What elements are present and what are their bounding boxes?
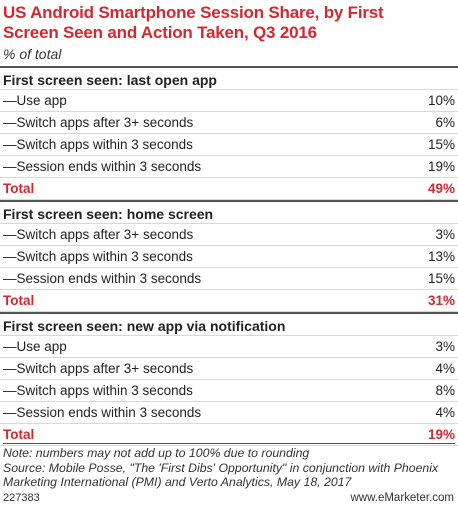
data-table: First screen seen: last open app —Use app… <box>0 66 458 446</box>
total-row: Total 19% <box>0 424 458 446</box>
table-row: —Switch apps after 3+ seconds 4% <box>0 358 458 380</box>
row-label: —Session ends within 3 seconds <box>3 159 202 174</box>
row-value: 6% <box>435 115 455 130</box>
row-value: 8% <box>435 383 455 398</box>
row-value: 19% <box>427 159 455 174</box>
table-row: —Use app 3% <box>0 336 458 358</box>
row-label: —Switch apps within 3 seconds <box>3 383 193 398</box>
row-value: 15% <box>427 271 455 286</box>
row-value: 3% <box>435 339 455 354</box>
table-row: —Switch apps within 3 seconds 8% <box>0 380 458 402</box>
section-header-label: First screen seen: new app via notificat… <box>3 318 286 334</box>
row-label: —Switch apps within 3 seconds <box>3 137 193 152</box>
section-header: First screen seen: new app via notificat… <box>0 312 458 336</box>
row-value: 3% <box>435 227 455 242</box>
row-label: —Switch apps after 3+ seconds <box>3 227 194 242</box>
chart-subtitle: % of total <box>3 46 62 62</box>
row-label: —Session ends within 3 seconds <box>3 271 202 286</box>
total-value: 19% <box>427 427 455 442</box>
row-value: 10% <box>427 93 455 108</box>
total-label: Total <box>3 181 35 196</box>
chart-bottom-bar: 227383 www.eMarketer.com <box>0 489 458 507</box>
total-label: Total <box>3 293 35 308</box>
chart-title: US Android Smartphone Session Share, by … <box>3 3 384 42</box>
table-row: —Session ends within 3 seconds 4% <box>0 402 458 424</box>
row-label: —Switch apps within 3 seconds <box>3 249 193 264</box>
table-row: —Session ends within 3 seconds 15% <box>0 268 458 290</box>
table-row: —Switch apps within 3 seconds 13% <box>0 246 458 268</box>
row-value: 15% <box>427 137 455 152</box>
section-header-label: First screen seen: home screen <box>3 206 214 222</box>
total-value: 31% <box>427 293 455 308</box>
row-label: —Switch apps after 3+ seconds <box>3 115 194 130</box>
table-row: —Switch apps within 3 seconds 15% <box>0 134 458 156</box>
section-header-label: First screen seen: last open app <box>3 72 217 88</box>
row-label: —Session ends within 3 seconds <box>3 405 202 420</box>
row-value: 13% <box>427 249 455 264</box>
table-row: —Switch apps after 3+ seconds 3% <box>0 224 458 246</box>
chart-source: Source: Mobile Posse, "The 'First Dibs' … <box>3 460 439 490</box>
chart-note: Note: numbers may not add up to 100% due… <box>3 446 310 460</box>
brand-link[interactable]: www.eMarketer.com <box>350 492 454 504</box>
total-label: Total <box>3 427 35 442</box>
row-label: —Use app <box>3 339 67 354</box>
chart-footer: Note: numbers may not add up to 100% due… <box>3 443 455 490</box>
table-row: —Switch apps after 3+ seconds 6% <box>0 112 458 134</box>
total-value: 49% <box>427 181 455 196</box>
chart-id: 227383 <box>3 492 40 504</box>
total-row: Total 49% <box>0 178 458 200</box>
row-label: —Use app <box>3 93 67 108</box>
row-label: —Switch apps after 3+ seconds <box>3 361 194 376</box>
total-row: Total 31% <box>0 290 458 312</box>
section-header: First screen seen: home screen <box>0 200 458 224</box>
section-header: First screen seen: last open app <box>0 66 458 90</box>
row-value: 4% <box>435 361 455 376</box>
table-row: —Session ends within 3 seconds 19% <box>0 156 458 178</box>
table-row: —Use app 10% <box>0 90 458 112</box>
row-value: 4% <box>435 405 455 420</box>
